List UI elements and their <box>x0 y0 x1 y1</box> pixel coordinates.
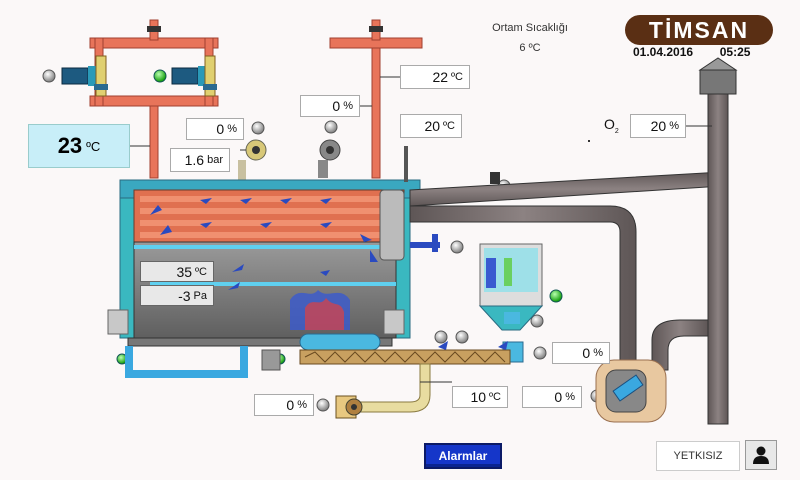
furnace-temperature: 35 ºC <box>140 261 214 282</box>
flue-temp-unit: ºC <box>443 120 455 132</box>
circulation-pump-1[interactable] <box>61 55 108 97</box>
fuel-temperature: 10 ºC <box>452 386 508 408</box>
flue-duct <box>404 57 738 425</box>
boiler-temperature-unit: ºC <box>86 138 101 154</box>
bottom-fan-unit: % <box>297 399 307 411</box>
o2-sensor-label: O2 <box>604 116 619 135</box>
ambient-temperature: Ortam Sıcaklığı 6 ºC <box>470 18 590 58</box>
brand-logo: TİMSAN <box>625 15 773 45</box>
flue-temperature: 20 ºC <box>400 114 462 138</box>
furnace-pressure-value: -3 <box>178 287 191 304</box>
pressure-readout: 1.6 bar <box>170 148 230 172</box>
pump-left-unit: % <box>227 123 237 135</box>
pressure-unit: bar <box>207 154 223 166</box>
furnace-temp-value: 35 <box>176 263 193 280</box>
stack-top-value: 22 <box>432 69 449 85</box>
ambient-value: 6 ºC <box>519 42 541 54</box>
feeder-value: 0 <box>582 345 591 361</box>
o2-unit: % <box>669 120 679 132</box>
pump-mid-value: 0 <box>332 98 341 114</box>
pump-left-value: 0 <box>216 121 225 137</box>
furnace-pressure-unit: Pa <box>193 289 207 302</box>
feed-pump[interactable] <box>238 139 267 180</box>
fuel-temp-value: 10 <box>470 389 487 405</box>
boiler-temperature-readout: 23 ºC <box>28 124 130 168</box>
user-login-button[interactable] <box>745 440 777 470</box>
feeder-percent: 0 % <box>552 342 610 364</box>
fuel-hopper <box>478 243 544 363</box>
fuel-temp-unit: ºC <box>489 391 501 403</box>
ambient-label: Ortam Sıcaklığı <box>492 22 568 34</box>
o2-label: O <box>604 116 615 132</box>
circulation-pump-2[interactable] <box>171 55 217 97</box>
flue-temp-value: 20 <box>424 118 441 134</box>
feeder-unit: % <box>593 347 603 359</box>
o2-sub: 2 <box>614 127 619 135</box>
fan-unit: % <box>565 391 575 403</box>
stack-top-unit: ºC <box>451 71 463 83</box>
user-status-button[interactable]: YETKISIZ <box>656 441 740 471</box>
fan-percent: 0 % <box>522 386 582 408</box>
o2-percent: 20 % <box>630 114 686 138</box>
burner-flame <box>290 290 381 351</box>
boiler-temperature-value: 23 <box>57 133 83 158</box>
pump-mid-percent: 0 % <box>300 95 360 117</box>
furnace-temp-unit: ºC <box>195 265 207 278</box>
user-icon <box>753 446 769 464</box>
alarms-button[interactable]: Alarmlar <box>424 443 502 469</box>
bottom-fan-percent: 0 % <box>254 394 314 416</box>
datetime: 01.04.2016 05:25 <box>633 45 750 59</box>
burner-fan-motor[interactable] <box>318 139 341 178</box>
valve-icon[interactable] <box>410 234 440 252</box>
status-light-icon <box>42 69 604 412</box>
pump-mid-unit: % <box>343 100 353 112</box>
time-label: 05:25 <box>719 45 751 59</box>
fan-value: 0 <box>554 389 563 405</box>
pump-left-percent: 0 % <box>186 118 244 140</box>
o2-value: 20 <box>650 118 667 134</box>
pressure-value: 1.6 <box>184 152 205 168</box>
stack-temperature-top: 22 ºC <box>400 65 470 89</box>
bottom-fan-value: 0 <box>286 397 295 413</box>
date-label: 01.04.2016 <box>633 45 694 59</box>
screw-conveyor <box>299 341 511 365</box>
furnace-pressure: -3 Pa <box>140 285 214 306</box>
combustion-air-duct <box>335 363 431 419</box>
